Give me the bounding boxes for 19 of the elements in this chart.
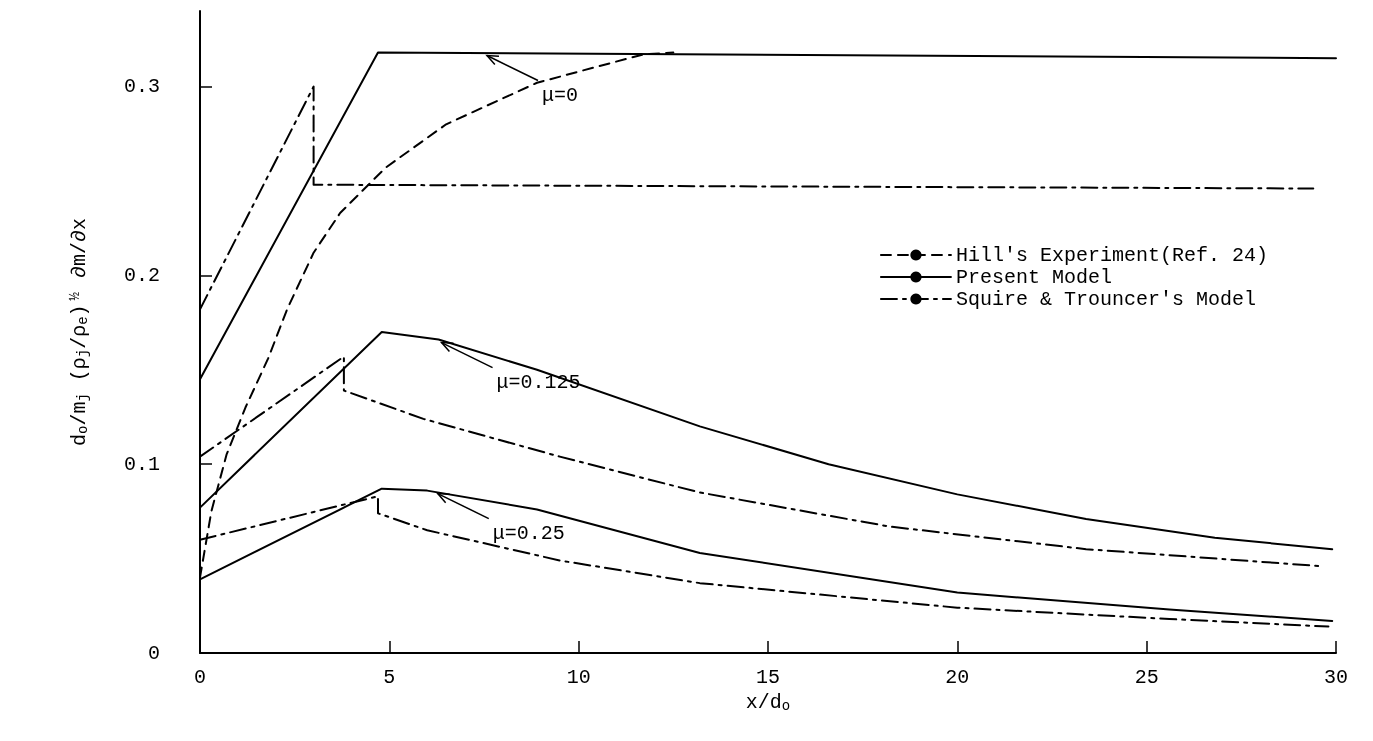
x-tick-label: 10	[566, 665, 591, 689]
annotation: μ=0	[542, 83, 579, 107]
x-tick-label: 20	[945, 665, 970, 689]
x-tick-label: 5	[383, 665, 396, 689]
legend-label: Present Model	[955, 265, 1112, 289]
x-tick-label: 25	[1134, 665, 1159, 689]
annotation: μ=0.25	[492, 521, 565, 545]
text: do/mj (ρj/ρe)½ ∂m/∂x	[67, 217, 91, 447]
y-tick-label: 0	[147, 641, 160, 665]
y-tick-label: 0.1	[123, 452, 160, 476]
y-tick-label: 0.3	[123, 75, 160, 99]
y-tick-label: 0.2	[123, 263, 160, 287]
annotation: μ=0.125	[496, 370, 581, 394]
x-axis-title: x/do	[745, 690, 791, 714]
x-tick-label: 15	[755, 665, 781, 689]
x-tick-label: 30	[1323, 665, 1349, 689]
x-tick-label: 0	[193, 665, 207, 689]
legend-label: Squire & Trouncer's Model	[955, 287, 1257, 311]
legend-label: Hill's Experiment(Ref. 24)	[955, 243, 1269, 267]
